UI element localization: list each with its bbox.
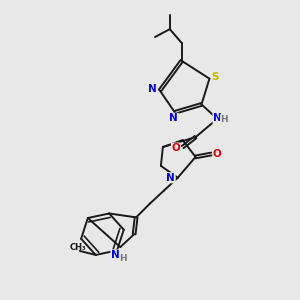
Text: N: N — [169, 113, 178, 123]
Text: N: N — [148, 84, 156, 94]
Text: N: N — [167, 173, 175, 183]
Text: H: H — [119, 254, 127, 263]
Text: N: N — [213, 113, 222, 123]
Text: H: H — [220, 115, 228, 124]
Text: O: O — [213, 149, 222, 159]
Text: N: N — [111, 250, 120, 260]
Text: CH₃: CH₃ — [70, 242, 86, 251]
Text: S: S — [212, 72, 219, 82]
Text: O: O — [171, 143, 180, 153]
